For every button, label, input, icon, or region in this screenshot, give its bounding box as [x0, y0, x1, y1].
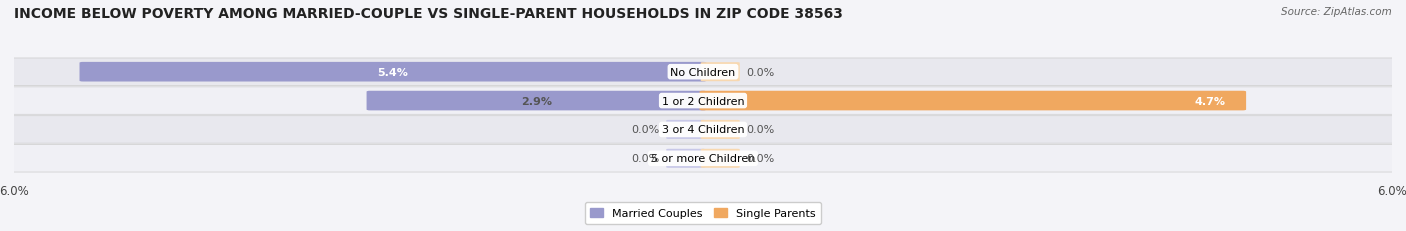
Text: 0.0%: 0.0%: [631, 125, 659, 135]
FancyBboxPatch shape: [8, 88, 1398, 115]
Text: 2.9%: 2.9%: [522, 96, 553, 106]
FancyBboxPatch shape: [80, 63, 706, 82]
Text: 0.0%: 0.0%: [631, 154, 659, 164]
FancyBboxPatch shape: [367, 91, 706, 111]
Text: 0.0%: 0.0%: [747, 67, 775, 77]
FancyBboxPatch shape: [666, 149, 706, 168]
Text: Source: ZipAtlas.com: Source: ZipAtlas.com: [1281, 7, 1392, 17]
Text: 1 or 2 Children: 1 or 2 Children: [662, 96, 744, 106]
Text: No Children: No Children: [671, 67, 735, 77]
FancyBboxPatch shape: [8, 59, 1398, 86]
Text: 5.4%: 5.4%: [378, 67, 408, 77]
Text: 4.7%: 4.7%: [1195, 96, 1226, 106]
FancyBboxPatch shape: [8, 116, 1398, 143]
Text: 3 or 4 Children: 3 or 4 Children: [662, 125, 744, 135]
Text: 5 or more Children: 5 or more Children: [651, 154, 755, 164]
FancyBboxPatch shape: [700, 120, 740, 139]
FancyBboxPatch shape: [700, 91, 1246, 111]
FancyBboxPatch shape: [700, 149, 740, 168]
FancyBboxPatch shape: [700, 63, 740, 82]
Text: INCOME BELOW POVERTY AMONG MARRIED-COUPLE VS SINGLE-PARENT HOUSEHOLDS IN ZIP COD: INCOME BELOW POVERTY AMONG MARRIED-COUPL…: [14, 7, 844, 21]
Text: 0.0%: 0.0%: [747, 154, 775, 164]
FancyBboxPatch shape: [666, 120, 706, 139]
Legend: Married Couples, Single Parents: Married Couples, Single Parents: [585, 202, 821, 224]
Text: 0.0%: 0.0%: [747, 125, 775, 135]
FancyBboxPatch shape: [8, 145, 1398, 172]
